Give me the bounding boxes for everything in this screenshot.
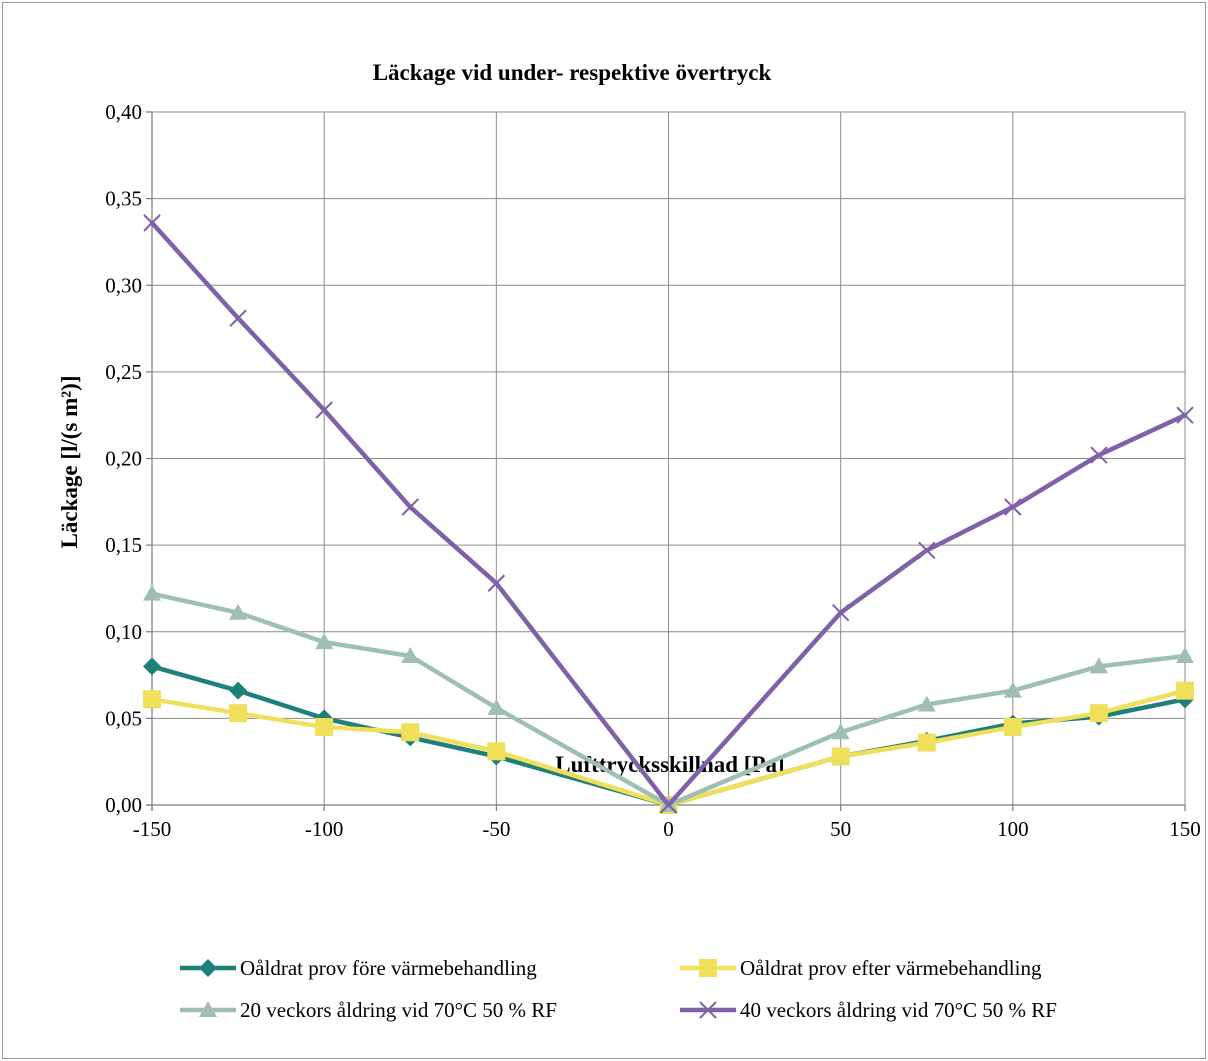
- x-tick-label: 0: [663, 817, 674, 841]
- data-point: [487, 698, 506, 715]
- legend-label: Oåldrat prov före värmebehandling: [240, 956, 537, 980]
- y-tick-label: 0,00: [105, 793, 142, 817]
- y-tick-label: 0,40: [105, 100, 142, 124]
- data-point: [917, 695, 936, 712]
- data-point: [143, 690, 161, 709]
- x-tick-label: -100: [305, 817, 344, 841]
- legend-label: 40 veckors åldring vid 70°C 50 % RF: [740, 998, 1057, 1022]
- y-tick-label: 0,25: [105, 360, 142, 384]
- legend-item: 40 veckors åldring vid 70°C 50 % RF: [680, 998, 1057, 1022]
- series-4: [143, 214, 1194, 814]
- data-point: [831, 603, 850, 622]
- data-point: [1003, 718, 1022, 737]
- chart-title: Läckage vid under- respektive övertryck: [373, 60, 772, 85]
- x-tick-label: 50: [830, 817, 851, 841]
- data-point: [487, 742, 506, 761]
- data-point: [831, 723, 850, 740]
- data-point: [659, 796, 678, 814]
- data-point: [917, 733, 936, 752]
- y-tick-label: 0,20: [105, 447, 142, 471]
- data-point: [1089, 657, 1108, 674]
- x-tick-label: -150: [133, 817, 172, 841]
- data-point: [315, 718, 334, 737]
- data-point: [143, 214, 161, 232]
- y-tick-label: 0,30: [105, 273, 142, 297]
- legend-item: Oåldrat prov före värmebehandling: [180, 956, 537, 980]
- data-point: [487, 574, 506, 592]
- legend-marker: [699, 959, 717, 977]
- legend-label: 20 veckors åldring vid 70°C 50 % RF: [240, 998, 557, 1022]
- y-tick-label: 0,35: [105, 187, 142, 211]
- data-point: [143, 584, 161, 601]
- axes: [146, 111, 1186, 811]
- legend-item: 20 veckors åldring vid 70°C 50 % RF: [180, 998, 557, 1022]
- grid: [151, 111, 1186, 806]
- data-point: [401, 498, 419, 516]
- legend-label: Oåldrat prov efter värmebehandling: [740, 956, 1042, 980]
- x-tick-label: -50: [482, 817, 510, 841]
- data-point: [401, 723, 420, 742]
- y-tick-label: 0,15: [105, 533, 142, 557]
- y-tick-label: 0,05: [105, 706, 142, 730]
- data-point: [315, 401, 333, 419]
- x-tick-label: 100: [997, 817, 1029, 841]
- data-point: [831, 747, 850, 766]
- data-point: [229, 603, 248, 620]
- data-point: [229, 309, 247, 327]
- data-point: [1004, 498, 1022, 516]
- legend-marker: [199, 959, 217, 977]
- data-point: [229, 704, 248, 723]
- legend: Oåldrat prov före värmebehandling Oåldrat…: [180, 956, 1057, 1022]
- tick-labels: 0,00 0,05 0,10 0,15 0,20 0,25 0,30 0,35 0,40 -150…: [105, 100, 1201, 841]
- legend-item: Oåldrat prov efter värmebehandling: [680, 956, 1042, 980]
- legend-marker: [199, 1001, 217, 1017]
- data-point: [1176, 647, 1194, 664]
- series-group: [143, 214, 1194, 814]
- data-point: [1176, 681, 1194, 700]
- data-point: [918, 541, 936, 560]
- y-axis-title: Läckage [l/(s m²)]: [57, 376, 82, 549]
- legend-marker: [699, 1001, 717, 1019]
- data-point: [1003, 681, 1022, 698]
- data-point: [315, 633, 334, 650]
- data-point: [401, 647, 420, 664]
- x-axis-title: Lufttrycksskillnad [Pa]: [555, 752, 784, 777]
- y-tick-label: 0,10: [105, 620, 142, 644]
- data-point: [1176, 406, 1194, 424]
- data-point: [1090, 446, 1108, 464]
- data-point: [229, 681, 248, 700]
- data-point: [143, 657, 161, 676]
- data-point: [1089, 704, 1108, 723]
- x-tick-label: 150: [1169, 817, 1201, 841]
